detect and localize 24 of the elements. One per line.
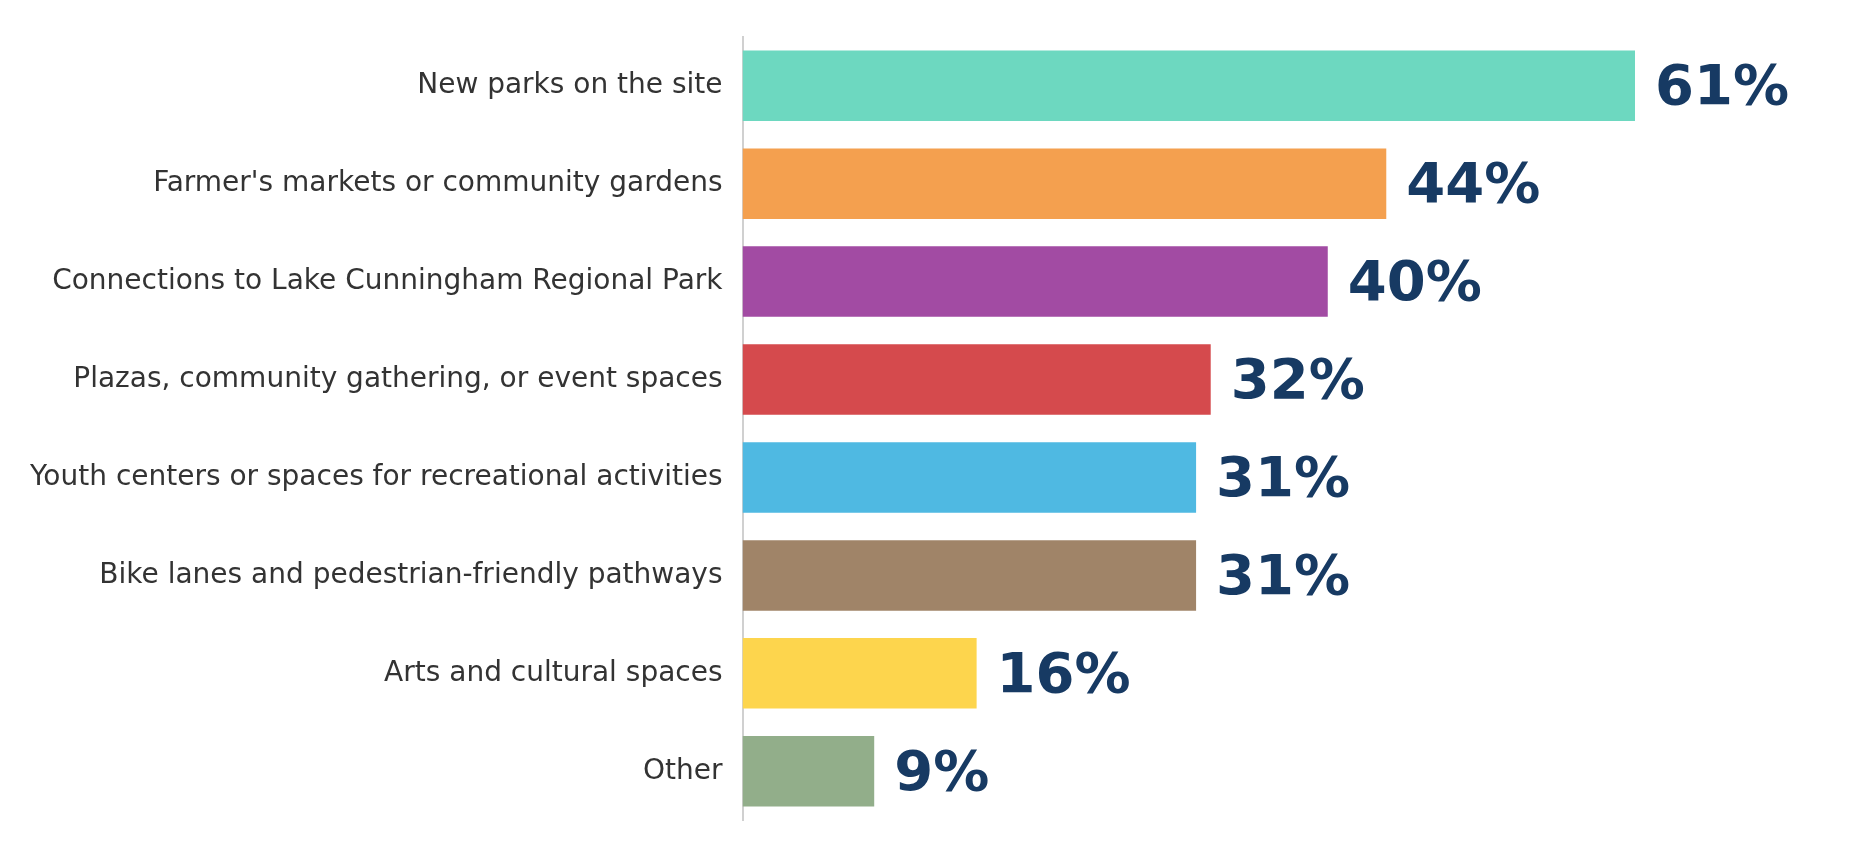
y-tick-label: Bike lanes and pedestrian-friendly pathways — [99, 556, 723, 590]
y-tick-label: Plazas, community gathering, or event spaces — [73, 360, 723, 394]
y-tick-label: New parks on the site — [417, 67, 723, 101]
bar — [742, 50, 1635, 122]
data-label: 9% — [894, 737, 990, 803]
data-label: 31% — [1216, 541, 1351, 607]
bar — [742, 638, 977, 709]
y-tick-label: Farmer's markets or community gardens — [153, 164, 723, 198]
y-tick-label: Other — [643, 752, 724, 786]
data-label: 31% — [1216, 444, 1351, 510]
data-label: 61% — [1655, 52, 1790, 118]
data-label: 44% — [1406, 150, 1541, 216]
y-tick-label: Youth centers or spaces for recreational activities — [28, 458, 723, 492]
bar — [742, 148, 1387, 219]
bar — [742, 442, 1197, 513]
bar — [742, 735, 875, 807]
y-tick-label: Arts and cultural spaces — [384, 654, 723, 688]
data-label: 32% — [1230, 346, 1365, 412]
y-tick-label: Connections to Lake Cunningham Regional Park — [52, 262, 724, 296]
bar — [742, 344, 1211, 415]
bar — [742, 540, 1197, 611]
data-label: 40% — [1347, 248, 1482, 314]
data-label: 16% — [996, 639, 1131, 705]
bar — [742, 246, 1328, 317]
